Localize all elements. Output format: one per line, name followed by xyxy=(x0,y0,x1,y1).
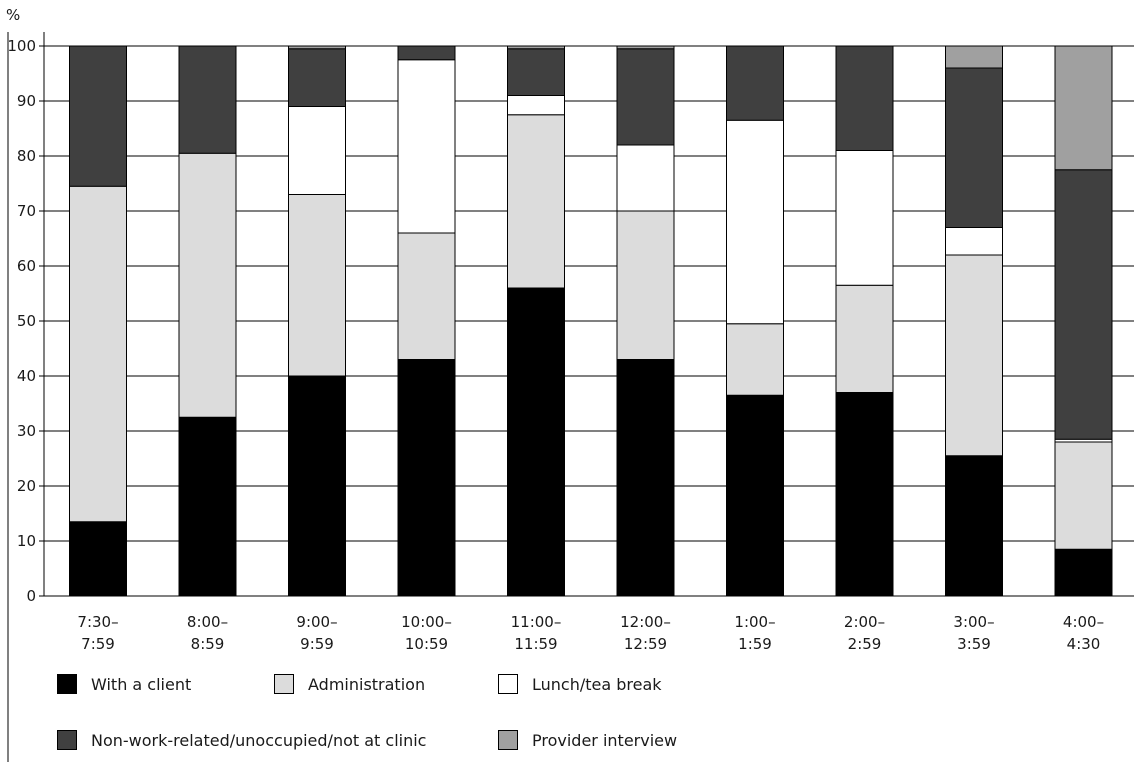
bar-segment-lunch-5 xyxy=(616,144,675,212)
bar-segment-administration-8 xyxy=(945,254,1003,457)
x-tick-label: 1:00– xyxy=(734,613,775,631)
x-tick-labels: 7:30– 7:59 8:00– 8:59 9:00– 9:59 10:00– 10:59 11… xyxy=(77,613,1104,653)
bar-segment-with-a-client-7 xyxy=(835,392,894,597)
bar-segment-provider-interview-2 xyxy=(288,45,346,50)
bar-segment-lunch-7 xyxy=(835,150,894,286)
x-tick-label: 4:30 xyxy=(1067,635,1101,653)
bars xyxy=(69,45,1113,597)
x-tick-label: 10:00– xyxy=(401,613,452,631)
bar-segment-with-a-client-5 xyxy=(616,359,675,597)
x-tick-label: 9:59 xyxy=(300,635,334,653)
bar-segment-non-work-related-7 xyxy=(835,45,894,151)
bar-segment-non-work-related-5 xyxy=(616,48,675,146)
y-tick-label: 30 xyxy=(17,422,36,440)
bar-segment-non-work-related-8 xyxy=(945,67,1003,228)
y-tick-label: 100 xyxy=(7,37,36,55)
x-tick-label: 8:00– xyxy=(187,613,228,631)
bar-segment-lunch-8 xyxy=(945,227,1003,256)
bar-segment-with-a-client-3 xyxy=(397,359,456,597)
bar-segment-administration-2 xyxy=(288,194,346,377)
bar-segment-administration-7 xyxy=(835,284,894,393)
bar-segment-with-a-client-2 xyxy=(288,375,346,597)
y-tick-label: 40 xyxy=(17,367,36,385)
x-tick-label: 1:59 xyxy=(738,635,772,653)
bar-segment-administration-5 xyxy=(616,210,675,360)
x-tick-label: 12:00– xyxy=(620,613,671,631)
bar-segment-lunch-4 xyxy=(507,95,565,116)
bar-segment-with-a-client-4 xyxy=(507,287,565,597)
x-tick-label: 8:59 xyxy=(191,635,225,653)
x-tick-label: 3:00– xyxy=(953,613,994,631)
bar-segment-non-work-related-6 xyxy=(726,45,784,121)
y-tick-label: 60 xyxy=(17,257,36,275)
y-tick-label: 90 xyxy=(17,92,36,110)
y-axis-unit-label: % xyxy=(6,6,20,24)
x-tick-label: 12:59 xyxy=(624,635,667,653)
x-tick-label: 11:00– xyxy=(511,613,562,631)
bar-segment-provider-interview-4 xyxy=(507,45,565,50)
x-tick-label: 3:59 xyxy=(957,635,991,653)
y-tick-labels: 0 10 20 30 40 50 60 70 80 90 100 xyxy=(7,37,36,605)
bar-segment-non-work-related-4 xyxy=(507,48,565,96)
bar-segment-administration-3 xyxy=(397,232,456,360)
bar-segment-administration-9 xyxy=(1054,441,1113,550)
bar-segment-non-work-related-0 xyxy=(69,45,127,187)
bar-segment-administration-4 xyxy=(507,114,565,289)
bar-segment-lunch-6 xyxy=(726,119,784,325)
bar-segment-provider-interview-9 xyxy=(1054,45,1113,171)
bar-segment-non-work-related-9 xyxy=(1054,169,1113,440)
y-tick-label: 80 xyxy=(17,147,36,165)
x-tick-label: 4:00– xyxy=(1063,613,1104,631)
x-tick-label: 7:59 xyxy=(81,635,115,653)
bar-segment-with-a-client-9 xyxy=(1054,548,1113,597)
bar-segment-non-work-related-3 xyxy=(397,45,456,61)
bar-segment-lunch-2 xyxy=(288,106,346,195)
x-tick-label: 7:30– xyxy=(77,613,118,631)
y-tick-label: 20 xyxy=(17,477,36,495)
x-tick-label: 2:00– xyxy=(844,613,885,631)
bar-segment-administration-0 xyxy=(69,185,127,523)
bar-segment-lunch-3 xyxy=(397,59,456,234)
bar-segment-provider-interview-8 xyxy=(945,45,1003,69)
y-tick-label: 0 xyxy=(26,587,36,605)
bar-segment-with-a-client-1 xyxy=(178,416,237,597)
bar-segment-with-a-client-0 xyxy=(69,521,127,597)
x-tick-label: 10:59 xyxy=(405,635,448,653)
bar-segment-non-work-related-1 xyxy=(178,45,237,154)
y-tick-label: 10 xyxy=(17,532,36,550)
bar-segment-non-work-related-2 xyxy=(288,48,346,107)
bar-segment-provider-interview-5 xyxy=(616,45,675,50)
x-tick-label: 2:59 xyxy=(848,635,882,653)
y-tick-label: 70 xyxy=(17,202,36,220)
bar-segment-administration-1 xyxy=(178,152,237,418)
y-tick-label: 50 xyxy=(17,312,36,330)
x-tick-label: 9:00– xyxy=(296,613,337,631)
bar-segment-with-a-client-8 xyxy=(945,455,1003,597)
bar-segment-administration-6 xyxy=(726,323,784,396)
bar-segment-with-a-client-6 xyxy=(726,394,784,597)
axes xyxy=(7,32,45,762)
x-tick-label: 11:59 xyxy=(514,635,557,653)
